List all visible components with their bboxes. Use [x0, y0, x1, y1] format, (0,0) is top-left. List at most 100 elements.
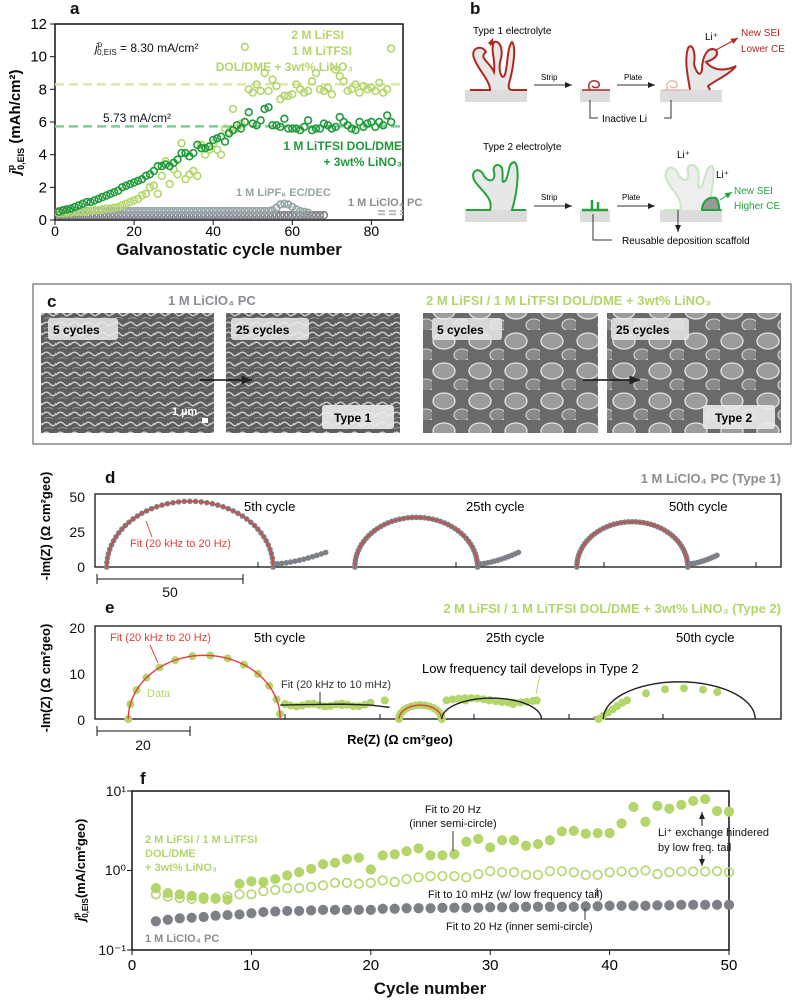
- data-point: [193, 206, 202, 216]
- data-point: [78, 207, 87, 217]
- data-point: [413, 843, 424, 854]
- substrate-2: [580, 90, 610, 102]
- data-point: [295, 206, 305, 216]
- data-point: [161, 160, 170, 169]
- data-point: [307, 76, 317, 86]
- data-point: [380, 696, 389, 705]
- data-point: [270, 906, 281, 917]
- data-point: [425, 903, 436, 914]
- data-point: [491, 697, 500, 706]
- fit-lf-label-e: Fit (20 kHz to 10 mHz): [281, 679, 391, 691]
- data-point: [193, 171, 202, 181]
- data-point: [652, 800, 663, 811]
- x-tick-label: 50: [721, 957, 738, 974]
- data-point: [628, 900, 639, 911]
- data-point: [268, 121, 277, 130]
- li-ion-label-2: Li⁺: [677, 150, 690, 161]
- data-point: [157, 171, 166, 181]
- data-point: [341, 853, 353, 864]
- fit-curve-hf: [127, 654, 281, 720]
- scaffold-pointers: [592, 210, 678, 241]
- data-point: [220, 137, 230, 146]
- data-point: [94, 206, 103, 215]
- y-axis-label-d: -Im(Z) (Ω cm²geo): [38, 472, 53, 581]
- data-point: [640, 816, 651, 827]
- label-bg: [611, 318, 689, 340]
- label-bg: [703, 405, 775, 429]
- annot-hindered-1: Li⁺ exchange hindered: [658, 827, 769, 839]
- data-point: [323, 83, 333, 92]
- data-point: [102, 191, 111, 200]
- new-sei-higher-line2: Higher CE: [734, 201, 780, 212]
- data-point: [556, 866, 567, 877]
- svg-text:DOL/DME: DOL/DME: [145, 848, 196, 860]
- data-point: [311, 124, 321, 133]
- data-point: [141, 171, 151, 181]
- data-point: [197, 143, 206, 153]
- panel-f: f 0 10 20 30 40 50 10¹ 10⁰ 10⁻¹ 2 M LiFSI / 1…: [72, 769, 769, 998]
- data-point: [485, 902, 496, 913]
- y-tick-d-0: 0: [77, 559, 85, 575]
- data-point: [353, 878, 364, 889]
- data-point: [473, 833, 484, 844]
- data-point: [177, 148, 186, 158]
- data-point: [248, 206, 257, 216]
- x-tick-label: 0: [128, 957, 136, 974]
- type2-label: Type 2 electrolyte: [483, 142, 562, 153]
- data-point: [532, 838, 544, 850]
- data-point: [544, 866, 556, 877]
- label-bg: [231, 318, 309, 340]
- data-point: [216, 132, 226, 141]
- panel-letter-b: b: [470, 0, 480, 18]
- data-point: [528, 696, 537, 705]
- data-point: [425, 850, 436, 861]
- dendrite-type1-icon: [470, 40, 527, 91]
- data-point: [556, 826, 567, 837]
- x-tick-label: 30: [482, 957, 499, 974]
- data-point: [157, 206, 166, 216]
- data-point: [723, 867, 735, 878]
- data-point: [389, 876, 400, 887]
- data-point: [272, 81, 281, 91]
- data-point: [288, 90, 297, 99]
- fit-curve: [106, 500, 274, 568]
- data-point: [661, 685, 669, 694]
- data-point: [343, 86, 352, 96]
- data-point: [309, 553, 316, 560]
- scale-bar-e-label: 20: [135, 737, 151, 753]
- data-point: [74, 201, 83, 210]
- data-point: [125, 197, 135, 207]
- data-point: [150, 916, 161, 927]
- y-tick-f-01: 10⁻¹: [98, 942, 126, 958]
- data-point: [94, 194, 103, 203]
- data-point: [382, 111, 392, 120]
- data-point: [174, 889, 185, 900]
- cycle-label-d-50: 50th cycle: [669, 499, 728, 514]
- data-point: [688, 866, 699, 877]
- data-point: [232, 206, 242, 216]
- data-point: [246, 889, 257, 900]
- data-point: [244, 206, 253, 216]
- data-point: [442, 696, 451, 705]
- nyquist-e: [124, 651, 756, 723]
- fit-curve-lf: [441, 697, 543, 720]
- scaffold-label: Reusable deposition scaffold: [622, 236, 750, 247]
- data-point: [568, 825, 579, 836]
- data-point: [258, 886, 269, 897]
- type1-pointer: [487, 37, 494, 47]
- new-sei-higher-line1: New SEI: [734, 186, 773, 197]
- data-point: [246, 876, 257, 887]
- data-point: [62, 205, 72, 214]
- plate-label-1: Plate: [624, 73, 643, 82]
- svg-text:+ 3wt% LiNO₃: + 3wt% LiNO₃: [323, 155, 402, 169]
- substrate-5: [580, 210, 610, 222]
- data-point: [102, 204, 111, 213]
- series-label-f-green: 2 M LiFSI / 1 M LiTFSI DOL/DME + 3wt% Li…: [145, 834, 257, 874]
- data-point: [212, 145, 222, 154]
- data-point: [592, 828, 603, 839]
- data-point: [299, 88, 309, 97]
- data-point: [317, 904, 329, 915]
- data-point: [272, 121, 281, 130]
- data-point: [276, 122, 285, 132]
